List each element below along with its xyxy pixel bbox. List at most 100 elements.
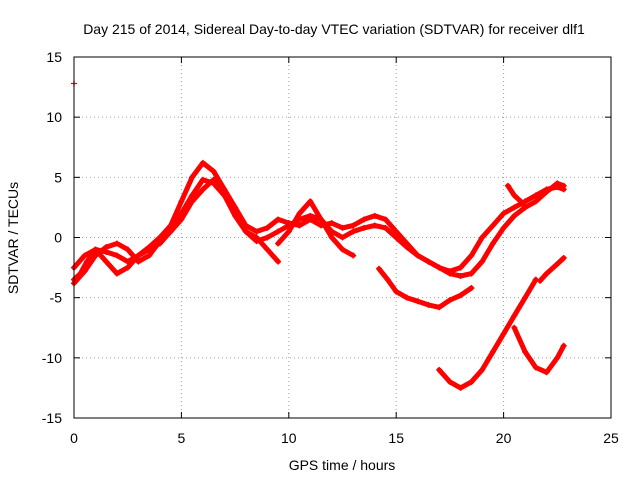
series-line [436, 277, 539, 391]
data-point [328, 220, 335, 227]
data-point [135, 252, 142, 259]
data-point [500, 210, 507, 217]
data-point [81, 268, 88, 275]
data-point [436, 304, 443, 311]
data-point [221, 192, 228, 199]
series-arc-4 [275, 198, 357, 259]
data-point [189, 198, 196, 205]
data-point [511, 192, 518, 199]
data-point [275, 228, 282, 235]
data-point [113, 240, 120, 247]
data-point [554, 354, 561, 361]
data-point [554, 180, 561, 187]
data-point [275, 240, 282, 247]
data-point [511, 312, 518, 319]
data-point [113, 252, 120, 259]
data-point [264, 234, 271, 241]
data-point [210, 176, 217, 183]
data-point [339, 224, 346, 231]
data-point [103, 244, 110, 251]
data-point [124, 264, 131, 271]
data-point [543, 270, 550, 277]
series-arc-9 [504, 182, 529, 211]
data-point [414, 298, 421, 305]
plot-frame [73, 56, 612, 419]
data-point [532, 192, 539, 199]
data-point [103, 258, 110, 265]
data-point [360, 216, 367, 223]
y-tick-label: -15 [42, 410, 62, 426]
data-point [307, 212, 314, 219]
data-point [135, 258, 142, 265]
x-tick-label: 15 [388, 430, 404, 446]
data-point [296, 222, 303, 229]
data-point [307, 198, 314, 205]
data-point [504, 182, 511, 189]
data-point [554, 260, 561, 267]
x-tick-label: 20 [496, 430, 512, 446]
data-point [253, 234, 260, 241]
data-point [393, 228, 400, 235]
data-point [199, 159, 206, 166]
y-tick-label: 0 [54, 230, 62, 246]
data-point [350, 228, 357, 235]
data-point [403, 244, 410, 251]
data-point [296, 210, 303, 217]
data-point [178, 216, 185, 223]
data-point [189, 174, 196, 181]
y-tick-label: -10 [42, 350, 62, 366]
data-point [468, 270, 475, 277]
data-point [522, 294, 529, 301]
data-point [500, 224, 507, 231]
y-tick-label: 15 [46, 49, 62, 65]
data-point [500, 330, 507, 337]
data-point [457, 273, 464, 280]
data-point [350, 252, 357, 259]
series-line [275, 198, 356, 258]
series-arc-6 [436, 276, 539, 391]
data-point [376, 265, 383, 272]
data-point [285, 228, 292, 235]
x-axis-label: GPS time / hours [289, 457, 396, 473]
data-point [350, 222, 357, 229]
series-line [505, 183, 528, 210]
axis-tick-labels: 0 5 10 15 20 25 -15 -10 -5 0 5 10 15 [42, 49, 619, 446]
data-point [210, 168, 217, 175]
data-point [425, 258, 432, 265]
data-point [468, 285, 475, 292]
series-arc-3 [71, 176, 282, 287]
data-point [371, 212, 378, 219]
data-point [489, 240, 496, 247]
data-point [382, 216, 389, 223]
data-point [156, 238, 163, 245]
data-point [275, 216, 282, 223]
plot-area [71, 80, 567, 391]
data-point [92, 246, 99, 253]
data-point [371, 222, 378, 229]
data-point [382, 224, 389, 231]
x-tick-label: 0 [70, 430, 78, 446]
data-point [360, 224, 367, 231]
data-point [532, 276, 539, 283]
data-point [560, 342, 567, 349]
data-point [436, 366, 443, 373]
data-point [146, 252, 153, 259]
data-point [537, 277, 544, 284]
data-point [253, 228, 260, 235]
data-point [543, 369, 550, 376]
data-point [479, 234, 486, 241]
data-point [275, 258, 282, 265]
data-point [339, 246, 346, 253]
data-point [436, 264, 443, 271]
data-point [199, 176, 206, 183]
data-point [522, 204, 529, 211]
data-point [403, 294, 410, 301]
data-point [328, 234, 335, 241]
data-point [522, 348, 529, 355]
data-point [81, 252, 88, 259]
y-axis-label: SDTVAR / TECUs [5, 182, 21, 294]
data-point [489, 222, 496, 229]
data-point [532, 364, 539, 371]
data-point [189, 192, 196, 199]
